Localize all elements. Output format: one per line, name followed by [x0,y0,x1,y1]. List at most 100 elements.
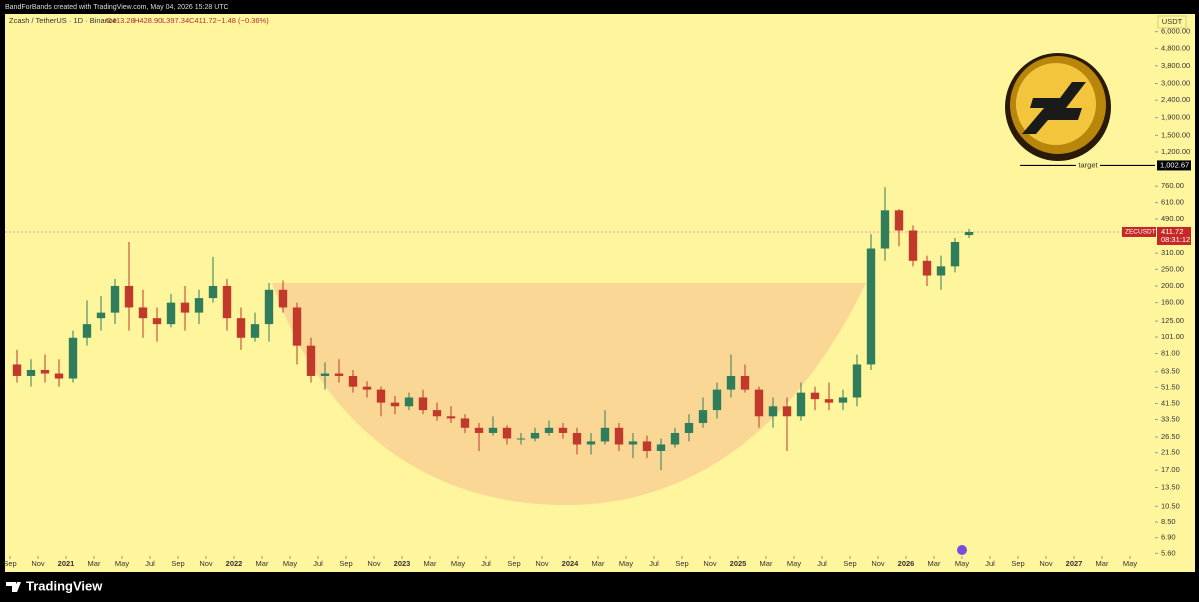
y-tick-label: 1,900.00 [1161,113,1190,122]
x-tick-label: May [283,559,297,568]
candle-body [586,441,596,445]
y-tick-label: 1,500.00 [1161,130,1190,139]
y-tick-label: 41.50 [1161,399,1180,408]
candle-body [824,399,834,403]
y-tick-label: 63.50 [1161,367,1180,376]
candle-body [964,231,974,236]
x-tick-label: Jul [985,559,995,568]
x-tick-label: Nov [703,559,717,568]
legend-close: C411.72 [189,16,217,25]
x-tick-label: Jul [817,559,827,568]
brand-logo [6,582,21,592]
x-tick-label: 2021 [58,559,75,568]
candle-body [614,427,624,445]
y-tick-label: 6.90 [1161,533,1176,542]
legend-low: L397.34 [162,16,189,25]
candle-body [572,432,582,445]
candle-body [460,418,470,428]
candle-body [12,364,22,376]
candle-body [642,441,652,451]
symbol-label: ZECUSDT [1125,229,1156,236]
y-tick-label: 200.00 [1161,281,1184,290]
candle-body [754,389,764,417]
x-tick-label: 2024 [562,559,580,568]
candle-body [348,375,358,387]
price-box [1157,226,1191,245]
x-tick-label: Nov [535,559,549,568]
candle-body [670,432,680,445]
legend-symbol: Zcash / TetherUS · 1D · Binance [9,16,117,25]
candle-body [516,438,526,440]
candle-body [852,364,862,398]
candle-body [502,427,512,439]
y-tick-label: 13.50 [1161,482,1180,491]
candle-body [432,410,442,417]
countdown-label: 08:31:12 [1161,235,1190,244]
x-tick-label: Jul [313,559,323,568]
y-tick-label: 3,000.00 [1161,78,1190,87]
candle-body [544,427,554,433]
candle-body [782,406,792,417]
candle-body [908,230,918,261]
candle-body [838,397,848,403]
candle-body [768,406,778,417]
alert-icon [957,545,967,555]
candle-body [404,397,414,407]
y-tick-label: 17.00 [1161,465,1180,474]
candle-body [558,427,568,433]
target-value-label: 1,002.67 [1160,160,1189,169]
candle-body [740,375,750,390]
candle-body [180,302,190,313]
target-name: target [1078,160,1098,169]
y-tick-label: 610.00 [1161,198,1184,207]
candle-body [26,369,36,376]
price-label: 411.72 [1161,227,1183,236]
x-tick-label: Sep [675,559,688,568]
candle-body [138,307,148,319]
candle-body [726,375,736,390]
candle-body [320,373,330,376]
x-tick-label: Nov [367,559,381,568]
x-tick-label: Mar [760,559,773,568]
axes: 5.60 6.90 8.50 10.50 13.50 17.00 21.50 26.50 33.… [3,27,1191,568]
x-tick-label: Sep [507,559,520,568]
candle-body [292,307,302,346]
y-tick-label: 1,200.00 [1161,147,1190,156]
x-tick-label: Mar [592,559,605,568]
x-tick-label: Jul [481,559,491,568]
x-tick-label: 2027 [1066,559,1083,568]
candle-body [796,392,806,417]
x-tick-label: Mar [88,559,101,568]
symbol-box [1122,226,1156,237]
candle-body [418,397,428,411]
candle-body [68,337,78,379]
x-tick-label: Mar [928,559,941,568]
candle-body [264,289,274,325]
candle-body [362,386,372,390]
x-tick-label: Nov [199,559,213,568]
x-tick-label: Jul [649,559,659,568]
legend-high: H428.90 [134,16,162,25]
y-tick-label: 310.00 [1161,248,1184,257]
y-tick-label: 33.50 [1161,415,1180,424]
x-tick-label: Jul [145,559,155,568]
candle-body [222,285,232,319]
y-tick-label: 5.60 [1161,548,1176,557]
candle-body [166,302,176,325]
legend-change: −1.48 (−0.36%) [217,16,269,25]
x-tick-label: Sep [3,559,16,568]
candle-body [334,373,344,376]
candle-body [950,242,960,267]
candle-body [82,324,92,338]
cup-shape [272,283,866,505]
y-tick-label: 4,800.00 [1161,43,1190,52]
y-tick-label: 51.50 [1161,382,1180,391]
candle-body [628,441,638,445]
currency-box [1157,15,1187,29]
y-tick-label: 6,000.00 [1161,27,1190,36]
y-tick-label: 3,800.00 [1161,61,1190,70]
coin-logo [1005,53,1111,161]
x-tick-label: Sep [339,559,352,568]
candle-body [306,345,316,376]
candle-body [152,318,162,325]
